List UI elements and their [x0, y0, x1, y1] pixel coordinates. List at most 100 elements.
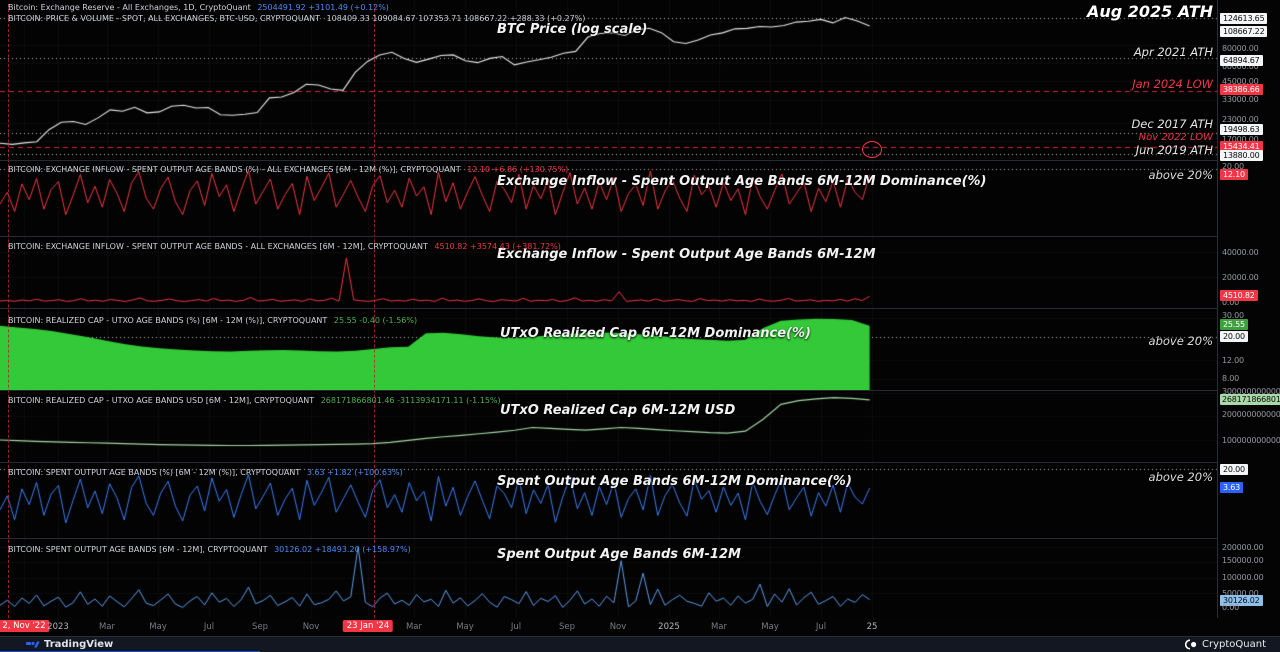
- utxo-realized-cap-dominance-canvas[interactable]: [0, 308, 1218, 390]
- vertical-marker-jan-2024[interactable]: [374, 4, 375, 618]
- pane-exchange-inflow-dominance: BITCOIN: EXCHANGE INFLOW - SPENT OUTPUT …: [0, 160, 1218, 236]
- time-axis-label: 25: [866, 622, 878, 632]
- pane-divider[interactable]: [0, 538, 1280, 539]
- cryptoquant-brand-label: CryptoQuant: [1202, 639, 1266, 650]
- annotation-above-20-: above 20%: [1148, 168, 1213, 182]
- red-circle-annotation[interactable]: [862, 141, 882, 158]
- scale-gridline-label: 40000.00: [1222, 248, 1259, 257]
- vertical-marker-nov-2022[interactable]: [8, 4, 9, 618]
- time-axis-label: May: [761, 622, 779, 632]
- exchange-inflow-canvas[interactable]: [0, 236, 1218, 308]
- legend-price-volume[interactable]: BITCOIN: PRICE & VOLUME - SPOT, ALL EXCH…: [8, 14, 585, 24]
- scale-gridline-label: 20000.00: [1222, 273, 1259, 282]
- legend-title: BITCOIN: REALIZED CAP - UTXO AGE BANDS U…: [8, 396, 315, 405]
- time-axis-label: 2023: [47, 622, 69, 632]
- time-axis-label: Nov: [609, 622, 627, 632]
- scale-value-badge: 20.00: [1220, 464, 1248, 475]
- time-axis-label: Nov: [302, 622, 320, 632]
- chart-panes-area[interactable]: Bitcoin: Exchange Reserve - All Exchange…: [0, 0, 1218, 618]
- pane-divider[interactable]: [0, 236, 1280, 237]
- legend-values: 268171866801.46 -3113934171.11 (-1.15%): [320, 396, 501, 405]
- scale-gridline-label: 8.00: [1222, 374, 1240, 383]
- pane-divider[interactable]: [0, 462, 1280, 463]
- legend-title: BITCOIN: EXCHANGE INFLOW - SPENT OUTPUT …: [8, 165, 461, 174]
- btc-price-chart-canvas[interactable]: [0, 0, 1218, 160]
- cryptoquant-brand-link[interactable]: CryptoQuant: [1185, 639, 1266, 650]
- pane-spent-output-dominance: BITCOIN: SPENT OUTPUT AGE BANDS (%) [6M …: [0, 462, 1218, 538]
- price-scale[interactable]: 80000.00 60000.00 45000.00 33000.00 23000.00…: [1218, 0, 1280, 618]
- time-axis[interactable]: 2, Nov '22 2023 Mar May Jul Sep Nov 23 Jan '24 M…: [0, 618, 1280, 636]
- time-axis-label: Jul: [815, 622, 827, 632]
- time-axis-label: Jul: [203, 622, 215, 632]
- pane-utxo-realized-cap-usd: BITCOIN: REALIZED CAP - UTXO AGE BANDS U…: [0, 390, 1218, 462]
- scale-value-badge: 108667.22: [1220, 26, 1268, 37]
- scale-value-badge: 64894.67: [1220, 55, 1263, 66]
- spent-output-canvas[interactable]: [0, 538, 1218, 618]
- tradingview-brand-link[interactable]: TradingView: [26, 639, 113, 650]
- annotation-nov-2022-low: Nov 2022 LOW: [1138, 132, 1213, 143]
- legend-values: 25.55 -0.40 (-1.56%): [333, 316, 418, 325]
- pane-utxo-realized-cap-dominance: BITCOIN: REALIZED CAP - UTXO AGE BANDS (…: [0, 308, 1218, 390]
- scale-gridline-label: 100000000000.00: [1222, 436, 1280, 445]
- time-axis-label: Mar: [710, 622, 728, 632]
- legend-title: BITCOIN: REALIZED CAP - UTXO AGE BANDS (…: [8, 316, 328, 325]
- legend-utxo-realized-cap-dominance[interactable]: BITCOIN: REALIZED CAP - UTXO AGE BANDS (…: [8, 316, 417, 326]
- scale-value-badge: 20.00: [1220, 331, 1248, 342]
- time-axis-label: Sep: [251, 622, 269, 632]
- legend-title: BITCOIN: SPENT OUTPUT AGE BANDS (%) [6M …: [8, 468, 301, 477]
- annotation-aug-2025-ath: Aug 2025 ATH: [1086, 2, 1213, 21]
- spent-output-dominance-canvas[interactable]: [0, 462, 1218, 538]
- pane-title-btc-price: BTC Price (log scale): [497, 22, 648, 37]
- utxo-realized-cap-usd-canvas[interactable]: [0, 390, 1218, 462]
- scale-gridline-label: 0.00: [1222, 298, 1240, 307]
- legend-spent-output-dominance[interactable]: BITCOIN: SPENT OUTPUT AGE BANDS (%) [6M …: [8, 468, 403, 478]
- legend-exchange-reserve[interactable]: Bitcoin: Exchange Reserve - All Exchange…: [8, 3, 389, 13]
- legend-spent-output[interactable]: BITCOIN: SPENT OUTPUT AGE BANDS [6M - 12…: [8, 545, 411, 555]
- annotation-above-20-: above 20%: [1148, 470, 1213, 484]
- scale-gridline-label: 17000.00: [1222, 135, 1259, 144]
- legend-values: 12.10 +6.86 (+130.75%): [467, 165, 569, 174]
- pane-title-utxo-realized-cap-usd: UTxO Realized Cap 6M-12M USD: [500, 403, 736, 418]
- annotation-jan-2024-low: Jan 2024 LOW: [1132, 77, 1213, 91]
- legend-title: BITCOIN: SPENT OUTPUT AGE BANDS [6M - 12…: [8, 545, 268, 554]
- pane-title-utxo-realized-cap-dominance: UTxO Realized Cap 6M-12M Dominance(%): [500, 326, 811, 341]
- legend-values: 30126.02 +18493.20 (+158.97%): [274, 545, 411, 554]
- pane-divider[interactable]: [0, 390, 1280, 391]
- scale-gridline-label: 80000.00: [1222, 44, 1259, 53]
- pane-divider[interactable]: [0, 160, 1280, 161]
- scale-gridline-label: 23000.00: [1222, 115, 1259, 124]
- legend-values: 4510.82 +3574.43 (+381.72%): [434, 242, 561, 251]
- footer-bar: TradingView CryptoQuant: [0, 636, 1280, 652]
- legend-values: 108409.33 109084.67 107353.71 108667.22 …: [326, 14, 586, 23]
- scale-value-badge: 124613.65: [1220, 13, 1268, 24]
- time-axis-label: Sep: [558, 622, 576, 632]
- scale-value-badge: 38386.66: [1220, 84, 1263, 95]
- pane-title-spent-output-dominance: Spent Output Age Bands 6M-12M Dominance(…: [497, 474, 852, 489]
- legend-exchange-inflow[interactable]: BITCOIN: EXCHANGE INFLOW - SPENT OUTPUT …: [8, 242, 561, 252]
- pane-exchange-inflow: BITCOIN: EXCHANGE INFLOW - SPENT OUTPUT …: [0, 236, 1218, 308]
- legend-exchange-inflow-dominance[interactable]: BITCOIN: EXCHANGE INFLOW - SPENT OUTPUT …: [8, 165, 568, 175]
- legend-utxo-realized-cap-usd[interactable]: BITCOIN: REALIZED CAP - UTXO AGE BANDS U…: [8, 396, 501, 406]
- scale-gridline-label: 33000.00: [1222, 95, 1259, 104]
- exchange-inflow-dominance-canvas[interactable]: [0, 160, 1218, 236]
- scale-gridline-label: 50000.00: [1222, 589, 1259, 598]
- scale-value-badge: 19498.63: [1220, 124, 1263, 135]
- annotation-above-20-: above 20%: [1148, 334, 1213, 348]
- time-axis-label: May: [456, 622, 474, 632]
- pane-spent-output: BITCOIN: SPENT OUTPUT AGE BANDS [6M - 12…: [0, 538, 1218, 618]
- scale-value-badge: 3.63: [1220, 482, 1244, 493]
- pane-divider[interactable]: [0, 308, 1280, 309]
- time-axis-label: Mar: [98, 622, 116, 632]
- cryptoquant-logo-icon: [1185, 639, 1197, 650]
- scale-gridline-label: 150000.00: [1222, 556, 1264, 565]
- legend-values: 3.63 +1.82 (+100.63%): [306, 468, 403, 477]
- time-axis-label: Mar: [405, 622, 423, 632]
- scale-value-badge: 268171866801.46: [1220, 394, 1280, 405]
- time-axis-marker-badge: 2, Nov '22: [0, 620, 50, 632]
- scale-gridline-label: 60000.00: [1222, 62, 1259, 71]
- time-axis-label: 2025: [658, 622, 680, 632]
- legend-title: Bitcoin: Exchange Reserve - All Exchange…: [8, 3, 251, 12]
- time-axis-label: May: [149, 622, 167, 632]
- scale-value-badge: 25.55: [1220, 319, 1248, 330]
